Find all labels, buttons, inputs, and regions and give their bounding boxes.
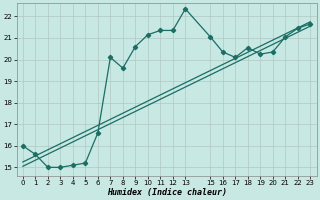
X-axis label: Humidex (Indice chaleur): Humidex (Indice chaleur) (107, 188, 227, 197)
